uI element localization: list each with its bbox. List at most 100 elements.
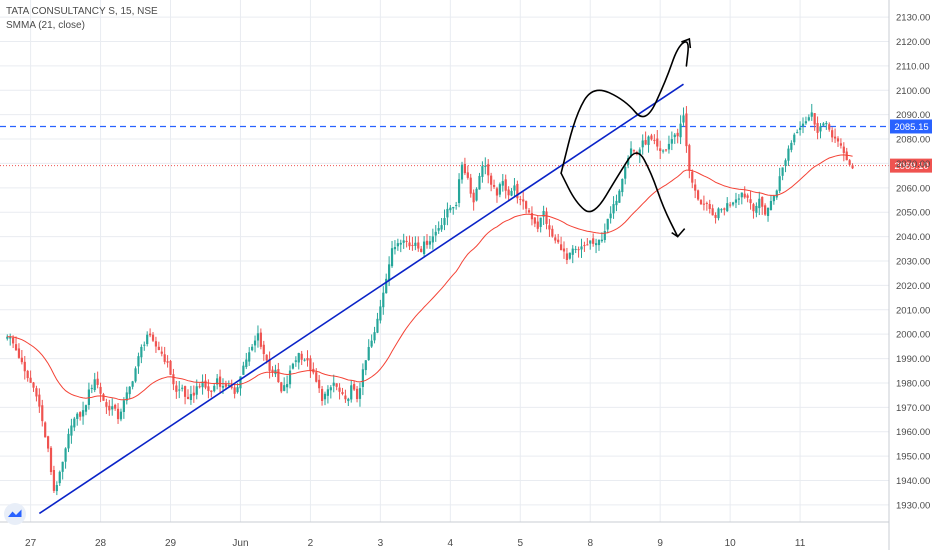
bullish-projection-path bbox=[560, 41, 689, 174]
y-tick-label: 2040.00 bbox=[896, 232, 930, 243]
candle-body bbox=[318, 379, 321, 389]
candle-body bbox=[224, 384, 227, 387]
candle-body bbox=[819, 126, 822, 132]
candle-body bbox=[265, 354, 268, 361]
candle-body bbox=[513, 185, 516, 191]
candle-body bbox=[673, 134, 676, 138]
candle-body bbox=[405, 240, 408, 242]
candle-body bbox=[694, 184, 697, 191]
candle-body bbox=[702, 203, 706, 205]
candles bbox=[6, 103, 854, 496]
bearish-arrowhead-icon bbox=[671, 228, 686, 238]
y-tick-label: 1960.00 bbox=[896, 427, 930, 438]
candle-body bbox=[440, 225, 443, 230]
candle-body bbox=[618, 190, 621, 203]
candle-body bbox=[775, 190, 778, 198]
tradingview-logo-icon[interactable] bbox=[4, 503, 26, 525]
candle-body bbox=[283, 385, 286, 391]
candle-body bbox=[577, 249, 580, 251]
candle-body bbox=[46, 436, 50, 449]
candle-body bbox=[565, 253, 569, 261]
candle-body bbox=[399, 242, 402, 245]
candle-body bbox=[20, 357, 23, 363]
candle-body bbox=[828, 124, 831, 130]
candle-body bbox=[522, 199, 525, 202]
candle-body bbox=[839, 143, 843, 146]
candle-body bbox=[638, 149, 641, 156]
candle-body bbox=[466, 172, 469, 178]
candle-body bbox=[498, 184, 501, 195]
candle-body bbox=[353, 384, 356, 390]
resistance-badge bbox=[890, 119, 932, 134]
candle-body bbox=[96, 378, 99, 385]
candle-body bbox=[408, 242, 411, 247]
indicator-label[interactable]: SMMA (21, close) bbox=[6, 20, 85, 31]
grid bbox=[0, 0, 889, 522]
candle-body bbox=[248, 352, 251, 362]
y-tick-label: 2030.00 bbox=[896, 257, 930, 268]
candle-body bbox=[70, 425, 73, 436]
candle-body bbox=[729, 204, 732, 206]
candle-body bbox=[6, 336, 9, 339]
candle-body bbox=[268, 359, 271, 371]
candle-body bbox=[154, 341, 158, 347]
candle-body bbox=[388, 264, 391, 281]
symbol-title[interactable]: TATA CONSULTANCY S, 15, NSE bbox=[6, 6, 158, 17]
y-tick-label: 2130.00 bbox=[896, 13, 930, 24]
candle-body bbox=[831, 130, 834, 138]
candle-body bbox=[594, 243, 598, 246]
candle-body bbox=[644, 140, 647, 145]
candle-body bbox=[603, 230, 606, 240]
candle-body bbox=[536, 221, 539, 229]
smma-series-line bbox=[7, 154, 853, 401]
x-tick-label: 29 bbox=[165, 538, 177, 549]
candle-body bbox=[131, 381, 134, 387]
candle-body bbox=[559, 244, 563, 251]
candle-body bbox=[457, 179, 461, 204]
candle-body bbox=[676, 132, 679, 137]
candle-body bbox=[717, 208, 720, 219]
candle-body bbox=[335, 383, 338, 387]
candle-body bbox=[781, 167, 784, 176]
candle-body bbox=[32, 382, 35, 388]
candle-body bbox=[183, 386, 187, 397]
candle-body bbox=[373, 332, 376, 341]
candle-body bbox=[443, 217, 446, 225]
candle-body bbox=[315, 372, 318, 382]
candle-body bbox=[793, 134, 796, 143]
x-tick-label: 28 bbox=[95, 538, 107, 549]
y-tick-label: 1990.00 bbox=[896, 354, 930, 365]
candle-body bbox=[662, 150, 665, 152]
candle-body bbox=[149, 333, 152, 336]
candle-body bbox=[58, 471, 61, 484]
x-tick-label: 8 bbox=[587, 538, 593, 549]
candle-body bbox=[17, 348, 21, 358]
candle-body bbox=[624, 166, 627, 179]
y-tick-label: 2110.00 bbox=[896, 61, 930, 72]
candle-body bbox=[41, 405, 44, 422]
candle-body bbox=[303, 359, 306, 361]
candle-body bbox=[38, 394, 41, 407]
candle-body bbox=[347, 398, 350, 402]
candle-body bbox=[545, 211, 548, 224]
candle-body bbox=[804, 121, 808, 124]
candle-body bbox=[29, 377, 32, 383]
candle-body bbox=[256, 333, 260, 341]
candle-body bbox=[525, 201, 528, 209]
candle-body bbox=[629, 148, 633, 156]
trendline-drawing bbox=[38, 83, 684, 515]
candle-body bbox=[125, 392, 128, 401]
y-tick-label: 1940.00 bbox=[896, 476, 930, 487]
candle-body bbox=[519, 198, 522, 200]
candle-body bbox=[743, 193, 746, 198]
current-price-badge bbox=[890, 158, 932, 173]
candle-body bbox=[198, 386, 201, 388]
candle-body bbox=[586, 244, 589, 246]
candle-body bbox=[516, 183, 519, 199]
y-tick-label: 1930.00 bbox=[896, 500, 930, 511]
y-tick-label: 2010.00 bbox=[896, 305, 930, 316]
candle-body bbox=[323, 393, 327, 400]
candle-body bbox=[376, 318, 379, 333]
